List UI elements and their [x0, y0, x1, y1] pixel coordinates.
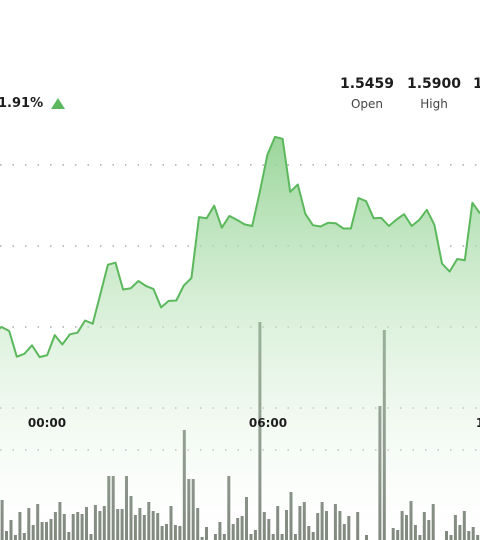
price-line [0, 135, 480, 359]
change-percent: 1.91% [0, 96, 44, 111]
price-area [0, 136, 480, 540]
change-indicator: 1.91% [0, 96, 66, 111]
stat-third: 1 [473, 76, 480, 97]
stat-open-value: 1.5459 [340, 76, 395, 92]
stat-open: 1.5459 Open [340, 76, 394, 111]
stat-open-label: Open [350, 97, 384, 111]
stat-high-label: High [420, 97, 448, 111]
stat-third-value: 1 [473, 76, 480, 92]
x-tick-label: 06:00 [248, 416, 288, 430]
triangle-up-icon [51, 98, 66, 109]
x-tick-label: 1 [476, 416, 480, 430]
stat-high-value: 1.5900 [407, 76, 462, 92]
stat-high: 1.5900 High [407, 76, 461, 111]
x-tick-label: 00:00 [27, 416, 67, 430]
